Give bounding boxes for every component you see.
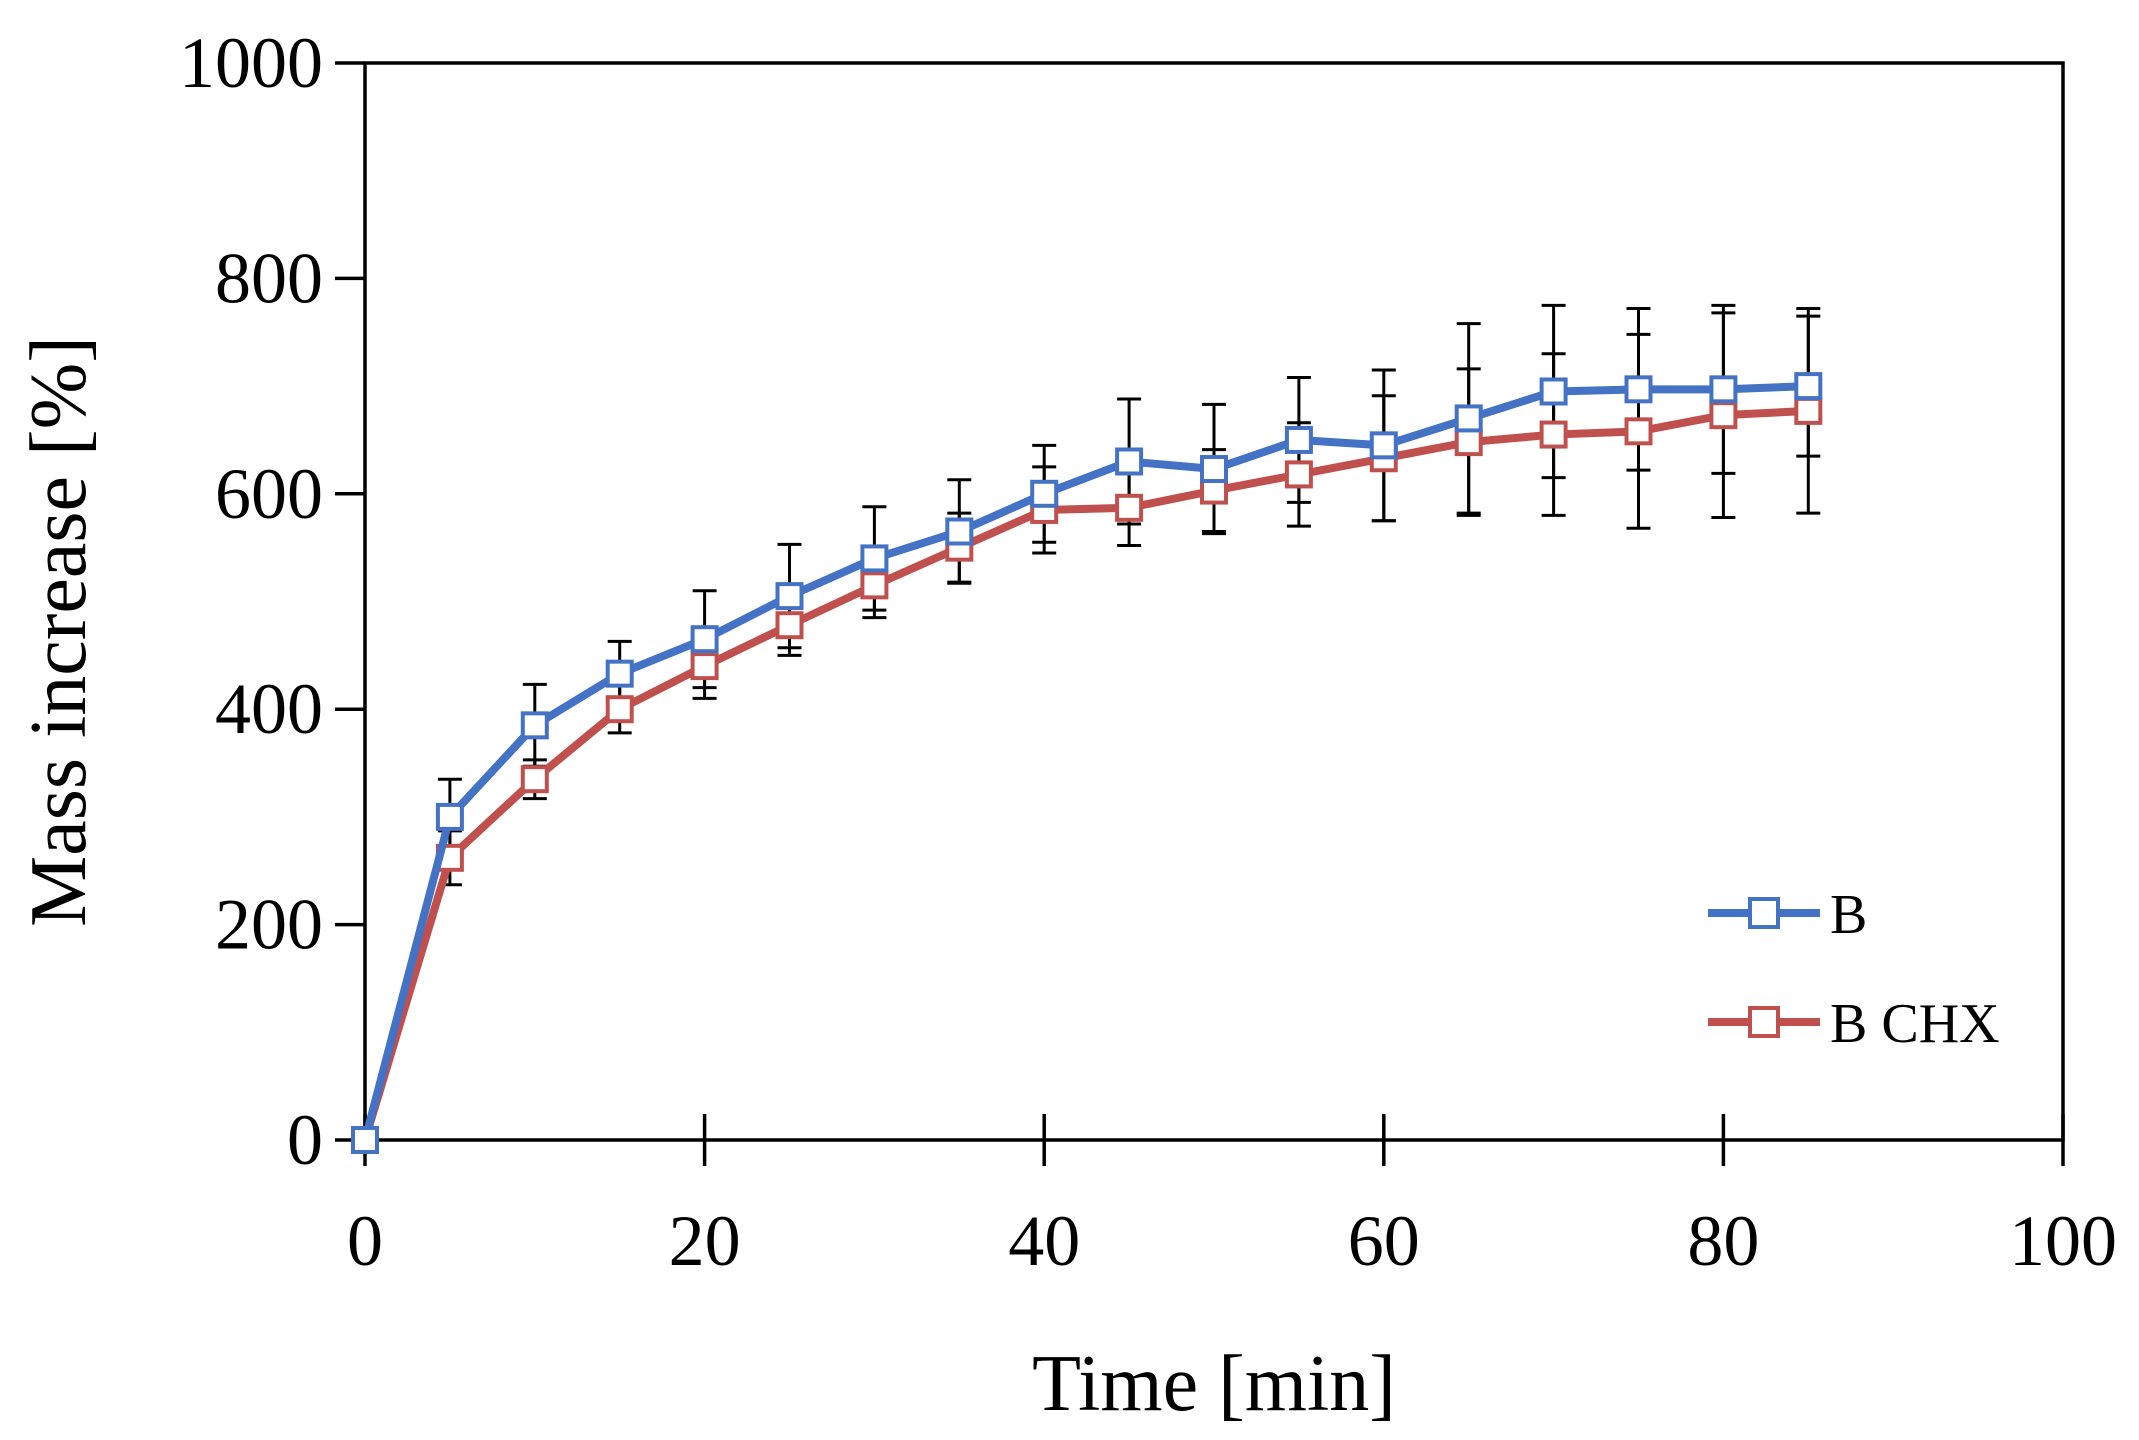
- data-point-b: [860, 544, 889, 573]
- y-tick-label: 200: [215, 885, 323, 965]
- x-tick-label: 100: [2009, 1201, 2117, 1281]
- x-tick-label: 80: [1687, 1201, 1759, 1281]
- legend-marker-b: [1748, 897, 1780, 929]
- data-point-b: [1454, 404, 1483, 433]
- y-tick-label: 600: [215, 454, 323, 534]
- legend-label-b-chx: B CHX: [1830, 993, 2000, 1055]
- data-point-b-chx: [860, 571, 889, 600]
- data-point-b: [605, 659, 634, 688]
- data-point-b-chx: [1539, 420, 1568, 449]
- data-point-b: [1200, 455, 1228, 484]
- legend-label-b: B: [1830, 884, 1867, 946]
- plot-frame: [363, 61, 2065, 1142]
- x-tick-label: 0: [347, 1201, 383, 1281]
- x-tick-label: 20: [669, 1201, 741, 1281]
- data-point-b: [351, 1126, 379, 1154]
- legend-marker-b-chx: [1748, 1006, 1780, 1038]
- data-point-b: [1369, 431, 1398, 460]
- data-point-b-chx: [520, 765, 549, 794]
- series-line-b: [361, 382, 1809, 1142]
- data-point-b-chx: [1709, 401, 1738, 430]
- data-point-b: [1709, 375, 1738, 404]
- data-point-b-chx: [1454, 428, 1483, 457]
- data-point-b: [1284, 425, 1313, 454]
- series-line-b-chx: [361, 406, 1809, 1142]
- data-point-b: [690, 625, 719, 654]
- y-tick-label: 400: [215, 669, 323, 749]
- y-tick-label: 0: [287, 1100, 323, 1180]
- x-tick-label: 60: [1348, 1201, 1420, 1281]
- data-point-b: [520, 711, 549, 740]
- x-axis-title: Time [min]: [1032, 1340, 1396, 1428]
- data-point-b: [775, 582, 804, 611]
- data-point-b: [1030, 479, 1059, 508]
- y-tick-label: 800: [215, 238, 323, 318]
- data-point-b: [1539, 377, 1568, 406]
- x-tick-label: 40: [1008, 1201, 1080, 1281]
- data-point-b: [1115, 447, 1144, 476]
- data-point-b: [945, 517, 974, 546]
- y-tick-label: 1000: [179, 23, 323, 103]
- data-point-b-chx: [1284, 460, 1313, 489]
- data-point-b: [1624, 375, 1653, 404]
- data-point-b: [435, 802, 464, 831]
- data-point-b: [1794, 372, 1823, 401]
- data-point-b-chx: [1794, 396, 1823, 425]
- data-point-b-chx: [1624, 417, 1653, 446]
- data-point-b-chx: [1115, 493, 1144, 522]
- y-axis-title: Mass increase [%]: [15, 336, 103, 927]
- data-point-b-chx: [690, 652, 719, 681]
- data-point-b-chx: [775, 611, 804, 640]
- data-point-b-chx: [605, 695, 634, 724]
